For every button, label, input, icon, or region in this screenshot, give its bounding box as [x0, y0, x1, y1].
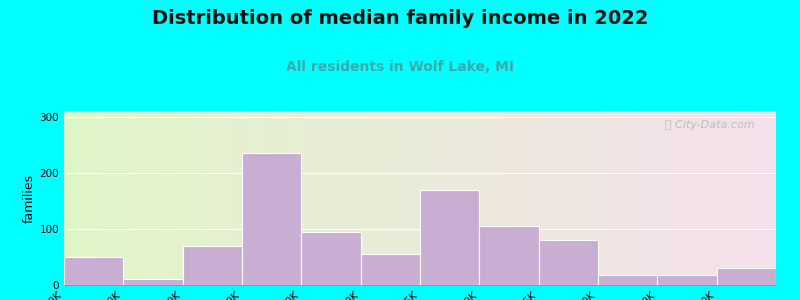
Y-axis label: families: families	[22, 173, 35, 223]
Bar	[658, 275, 717, 285]
Bar	[538, 240, 598, 285]
Bar	[420, 190, 479, 285]
Text: Distribution of median family income in 2022: Distribution of median family income in …	[152, 9, 648, 28]
Bar	[361, 254, 420, 285]
Text: ⓘ City-Data.com: ⓘ City-Data.com	[665, 120, 754, 130]
Bar	[123, 279, 182, 285]
Bar	[182, 246, 242, 285]
Bar	[64, 257, 123, 285]
Bar	[479, 226, 538, 285]
Text: All residents in Wolf Lake, MI: All residents in Wolf Lake, MI	[286, 60, 514, 74]
Bar	[302, 232, 361, 285]
Bar	[598, 275, 658, 285]
Bar	[717, 268, 776, 285]
Bar	[242, 153, 302, 285]
